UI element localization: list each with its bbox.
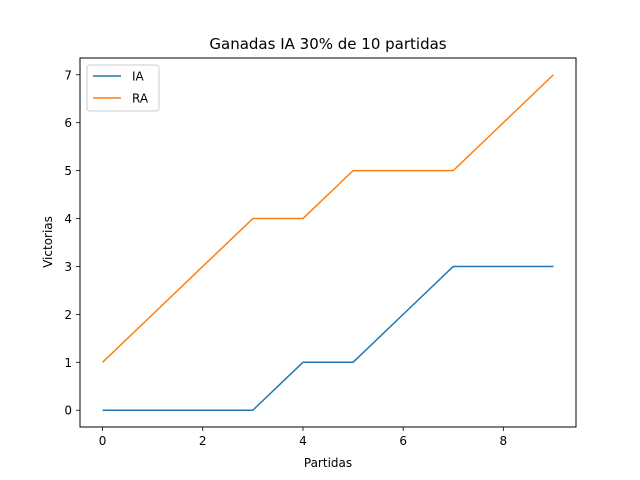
y-tick-label: 0 [64, 404, 72, 418]
legend-label-ra: RA [132, 92, 149, 106]
y-tick-label: 6 [64, 116, 72, 130]
series-line-ia [102, 265, 554, 411]
x-tick-label: 4 [299, 434, 307, 448]
x-tick-label: 0 [99, 434, 107, 448]
x-tick-label: 2 [199, 434, 207, 448]
y-tick-label: 3 [64, 260, 72, 274]
y-tick-label: 5 [64, 164, 72, 178]
plot-area [102, 74, 554, 411]
legend-box [86, 64, 160, 112]
x-tick-label: 6 [399, 434, 407, 448]
x-axis-label: Partidas [304, 456, 352, 470]
y-axis-label: Victorias [41, 216, 55, 268]
y-tick-label: 2 [64, 308, 72, 322]
axes-frame [79, 57, 577, 428]
y-axis: 0 1 2 3 4 5 6 7 [64, 68, 80, 418]
chart-title: Ganadas IA 30% de 10 partidas [209, 35, 446, 53]
y-tick-label: 4 [64, 212, 72, 226]
legend: IA RA [86, 64, 160, 112]
x-axis: 0 2 4 6 8 [99, 427, 507, 448]
y-tick-label: 1 [64, 356, 72, 370]
series-line-ra [102, 74, 554, 363]
y-tick-label: 7 [64, 68, 72, 82]
legend-label-ia: IA [132, 70, 145, 84]
x-tick-label: 8 [500, 434, 508, 448]
